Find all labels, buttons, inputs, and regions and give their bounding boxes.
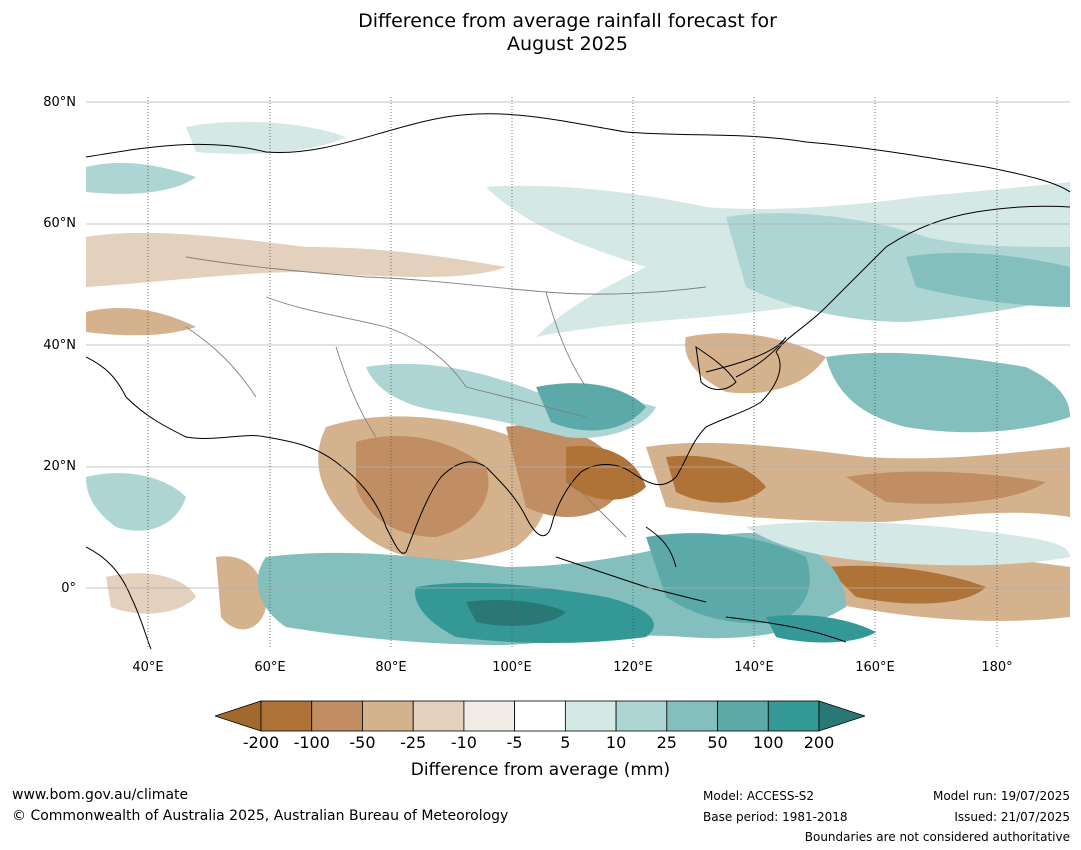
colorbar-swatch bbox=[514, 700, 566, 732]
coastlines bbox=[86, 113, 1070, 649]
lon-label-180: 180° bbox=[981, 660, 1013, 675]
title-line-1: Difference from average rainfall forecas… bbox=[358, 10, 777, 32]
colorbar-extend-high bbox=[818, 700, 865, 732]
colorbar-swatch bbox=[615, 700, 668, 732]
footer-copyright: © Commonwealth of Australia 2025, Austra… bbox=[12, 808, 509, 824]
lon-label-140e: 140°E bbox=[734, 660, 774, 675]
colorbar-label: Difference from average (mm) bbox=[410, 760, 671, 780]
colorbar-tick-label: -5 bbox=[506, 733, 523, 752]
colorbar-tick-label: -50 bbox=[349, 733, 376, 752]
rainfall-map bbox=[86, 97, 1070, 649]
colorbar-tick-label: 10 bbox=[605, 733, 627, 752]
footer-issued: Issued: 21/07/2025 bbox=[954, 810, 1070, 824]
colorbar-tick-label: -100 bbox=[293, 733, 330, 752]
colorbar-tick-label: -10 bbox=[450, 733, 477, 752]
colorbar-tick-label: -200 bbox=[242, 733, 280, 752]
lon-label-40e: 40°E bbox=[132, 660, 164, 675]
colorbar-swatches bbox=[215, 700, 865, 732]
lon-label-160e: 160°E bbox=[855, 660, 895, 675]
lat-label-40n: 40°N bbox=[43, 338, 76, 353]
colorbar-swatch bbox=[311, 700, 363, 732]
colorbar-swatch bbox=[717, 700, 769, 732]
lon-label-60e: 60°E bbox=[254, 660, 286, 675]
colorbar-swatch bbox=[767, 700, 820, 732]
lat-label-80n: 80°N bbox=[43, 95, 76, 110]
lon-label-100e: 100°E bbox=[492, 660, 532, 675]
colorbar-tick-label: 200 bbox=[803, 733, 835, 752]
footer-url[interactable]: www.bom.gov.au/climate bbox=[12, 787, 189, 803]
colorbar-swatch bbox=[463, 700, 516, 732]
footer-model-run: Model run: 19/07/2025 bbox=[932, 789, 1070, 803]
lon-label-120e: 120°E bbox=[613, 660, 653, 675]
footer-model: Model: ACCESS-S2 bbox=[703, 789, 815, 803]
gridlines bbox=[86, 97, 1070, 649]
lon-label-80e: 80°E bbox=[375, 660, 407, 675]
anomaly-fields bbox=[86, 121, 1070, 645]
footer-disclaimer: Boundaries are not considered authoritat… bbox=[804, 830, 1070, 844]
colorbar-swatch bbox=[362, 700, 414, 732]
map-svg bbox=[86, 97, 1070, 649]
country-borders bbox=[185, 256, 707, 538]
colorbar-tick-label: 50 bbox=[707, 733, 728, 752]
lat-label-20n: 20°N bbox=[43, 459, 76, 474]
colorbar-swatch bbox=[666, 700, 718, 732]
colorbar-swatch bbox=[412, 700, 465, 732]
lat-label-0: 0° bbox=[61, 581, 76, 596]
colorbar bbox=[215, 700, 865, 732]
colorbar-swatch bbox=[564, 700, 617, 732]
map-title: Difference from average rainfall forecas… bbox=[0, 10, 1081, 56]
colorbar-tick-label: -25 bbox=[400, 733, 427, 752]
title-line-2: August 2025 bbox=[507, 33, 628, 55]
colorbar-swatch bbox=[260, 700, 313, 732]
colorbar-extend-low bbox=[215, 700, 262, 732]
colorbar-tick-label: 5 bbox=[560, 733, 571, 752]
colorbar-tick-label: 25 bbox=[656, 733, 677, 752]
lat-label-60n: 60°N bbox=[43, 216, 76, 231]
footer-base-period: Base period: 1981-2018 bbox=[703, 810, 848, 824]
colorbar-tick-label: 100 bbox=[752, 733, 784, 752]
